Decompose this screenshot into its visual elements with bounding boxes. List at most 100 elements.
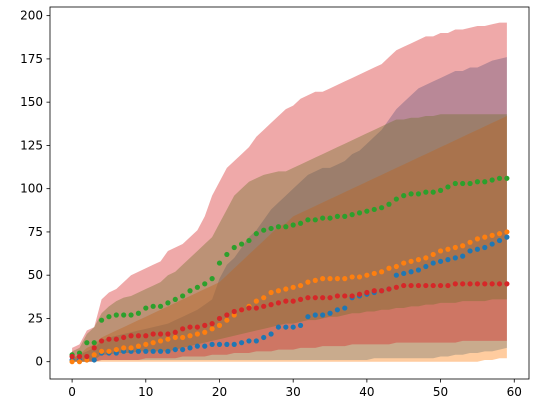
point-series-4	[84, 353, 90, 360]
point-series-3	[297, 220, 304, 226]
point-series-3	[437, 187, 444, 193]
point-series-4	[297, 296, 304, 303]
point-series-1	[415, 267, 422, 273]
point-series-1	[437, 258, 444, 264]
y-tick-label: 0	[35, 355, 43, 369]
point-series-4	[128, 333, 134, 339]
point-series-2	[489, 232, 495, 238]
point-series-4	[393, 284, 399, 290]
point-series-4	[496, 281, 503, 287]
point-series-3	[327, 215, 333, 221]
point-series-3	[452, 180, 458, 187]
x-axis: 0 10 20 30 40 50 60	[68, 379, 522, 399]
x-tick-label: 20	[212, 385, 227, 399]
point-series-2	[253, 298, 259, 304]
point-series-4	[246, 305, 252, 311]
point-series-4	[275, 300, 282, 306]
point-series-1	[253, 338, 259, 344]
point-series-3	[143, 305, 149, 311]
point-series-4	[231, 308, 237, 315]
point-series-1	[445, 257, 451, 263]
point-series-1	[474, 246, 481, 252]
point-series-3	[364, 208, 370, 214]
point-series-2	[504, 229, 510, 235]
point-series-1	[246, 338, 252, 344]
x-tick-label: 60	[507, 385, 522, 399]
point-series-3	[150, 303, 156, 309]
point-series-2	[386, 265, 392, 271]
point-series-1	[194, 343, 200, 349]
point-series-3	[474, 179, 481, 185]
point-series-3	[504, 175, 510, 181]
point-series-4	[504, 281, 510, 287]
point-series-4	[401, 282, 407, 289]
y-tick-label: 125	[20, 138, 43, 152]
point-series-3	[121, 312, 127, 318]
point-series-3	[489, 177, 495, 183]
point-series-2	[224, 317, 230, 323]
point-series-3	[349, 212, 355, 218]
point-series-3	[342, 213, 348, 219]
point-series-1	[275, 324, 282, 330]
point-series-4	[430, 282, 436, 289]
point-series-1	[334, 307, 340, 313]
point-series-4	[172, 329, 178, 335]
point-series-2	[106, 348, 112, 354]
point-series-4	[157, 331, 164, 337]
point-series-3	[231, 244, 237, 251]
point-series-4	[334, 293, 340, 299]
point-series-3	[180, 293, 186, 299]
point-series-4	[415, 282, 422, 289]
point-series-2	[172, 334, 178, 341]
point-series-4	[98, 338, 105, 344]
point-series-3	[320, 215, 326, 221]
point-series-2	[467, 239, 473, 245]
point-series-2	[415, 257, 422, 263]
point-series-2	[371, 270, 377, 277]
point-series-2	[275, 288, 282, 294]
point-series-3	[393, 196, 399, 202]
point-series-4	[268, 302, 274, 308]
point-series-3	[165, 300, 171, 306]
point-series-4	[349, 293, 355, 299]
point-series-4	[69, 353, 75, 360]
x-tick-label: 0	[68, 385, 76, 399]
point-series-2	[69, 359, 75, 365]
point-series-3	[113, 312, 119, 318]
point-series-1	[150, 348, 156, 354]
point-series-1	[165, 348, 171, 354]
point-series-3	[467, 180, 473, 187]
point-series-3	[224, 251, 230, 258]
point-series-3	[496, 175, 503, 181]
point-series-3	[106, 314, 112, 320]
x-tick-label: 50	[433, 385, 448, 399]
point-series-2	[460, 243, 466, 249]
point-series-4	[165, 331, 171, 337]
point-series-2	[379, 269, 385, 275]
point-series-2	[408, 258, 414, 264]
point-series-2	[202, 329, 208, 335]
point-series-3	[172, 296, 178, 303]
point-series-2	[150, 340, 156, 346]
point-series-3	[290, 222, 296, 228]
point-series-2	[76, 359, 83, 365]
point-series-4	[356, 291, 363, 297]
point-series-2	[364, 272, 370, 278]
point-series-2	[401, 260, 407, 266]
point-series-2	[290, 284, 296, 290]
point-series-1	[504, 234, 510, 240]
point-series-1	[460, 253, 466, 259]
point-series-4	[113, 336, 119, 342]
point-series-4	[379, 288, 385, 294]
point-series-2	[393, 263, 399, 270]
point-series-4	[364, 289, 370, 296]
point-series-2	[135, 343, 142, 349]
point-series-4	[106, 336, 112, 342]
point-series-1	[187, 345, 193, 351]
band-series-2	[72, 116, 507, 362]
y-tick-label: 200	[20, 9, 43, 23]
point-series-3	[356, 210, 363, 216]
point-series-4	[224, 312, 230, 318]
point-series-3	[401, 193, 407, 199]
